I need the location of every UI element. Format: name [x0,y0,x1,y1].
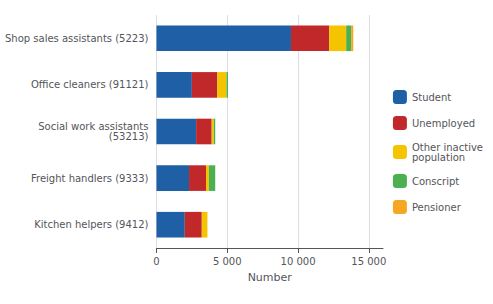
svg-text:15 000: 15 000 [351,256,386,267]
svg-text:0: 0 [153,256,159,267]
svg-text:Freight handlers (9333): Freight handlers (9333) [31,173,149,184]
svg-text:Pensioner: Pensioner [412,202,462,213]
svg-text:Number: Number [248,271,293,284]
svg-text:Conscript: Conscript [412,176,459,187]
svg-text:10 000: 10 000 [281,256,316,267]
svg-text:Office cleaners (91121): Office cleaners (91121) [31,79,149,90]
svg-text:population: population [412,152,465,163]
svg-text:Other inactive: Other inactive [411,141,483,153]
svg-text:Unemployed: Unemployed [412,118,475,129]
svg-text:5 000: 5 000 [213,256,242,267]
svg-text:Student: Student [412,92,451,103]
svg-text:(53213): (53213) [109,131,149,142]
svg-text:Kitchen helpers (9412): Kitchen helpers (9412) [34,219,148,230]
svg-text:Shop sales assistants (5223): Shop sales assistants (5223) [5,33,149,44]
svg-text:Social work assistants: Social work assistants [38,121,149,132]
